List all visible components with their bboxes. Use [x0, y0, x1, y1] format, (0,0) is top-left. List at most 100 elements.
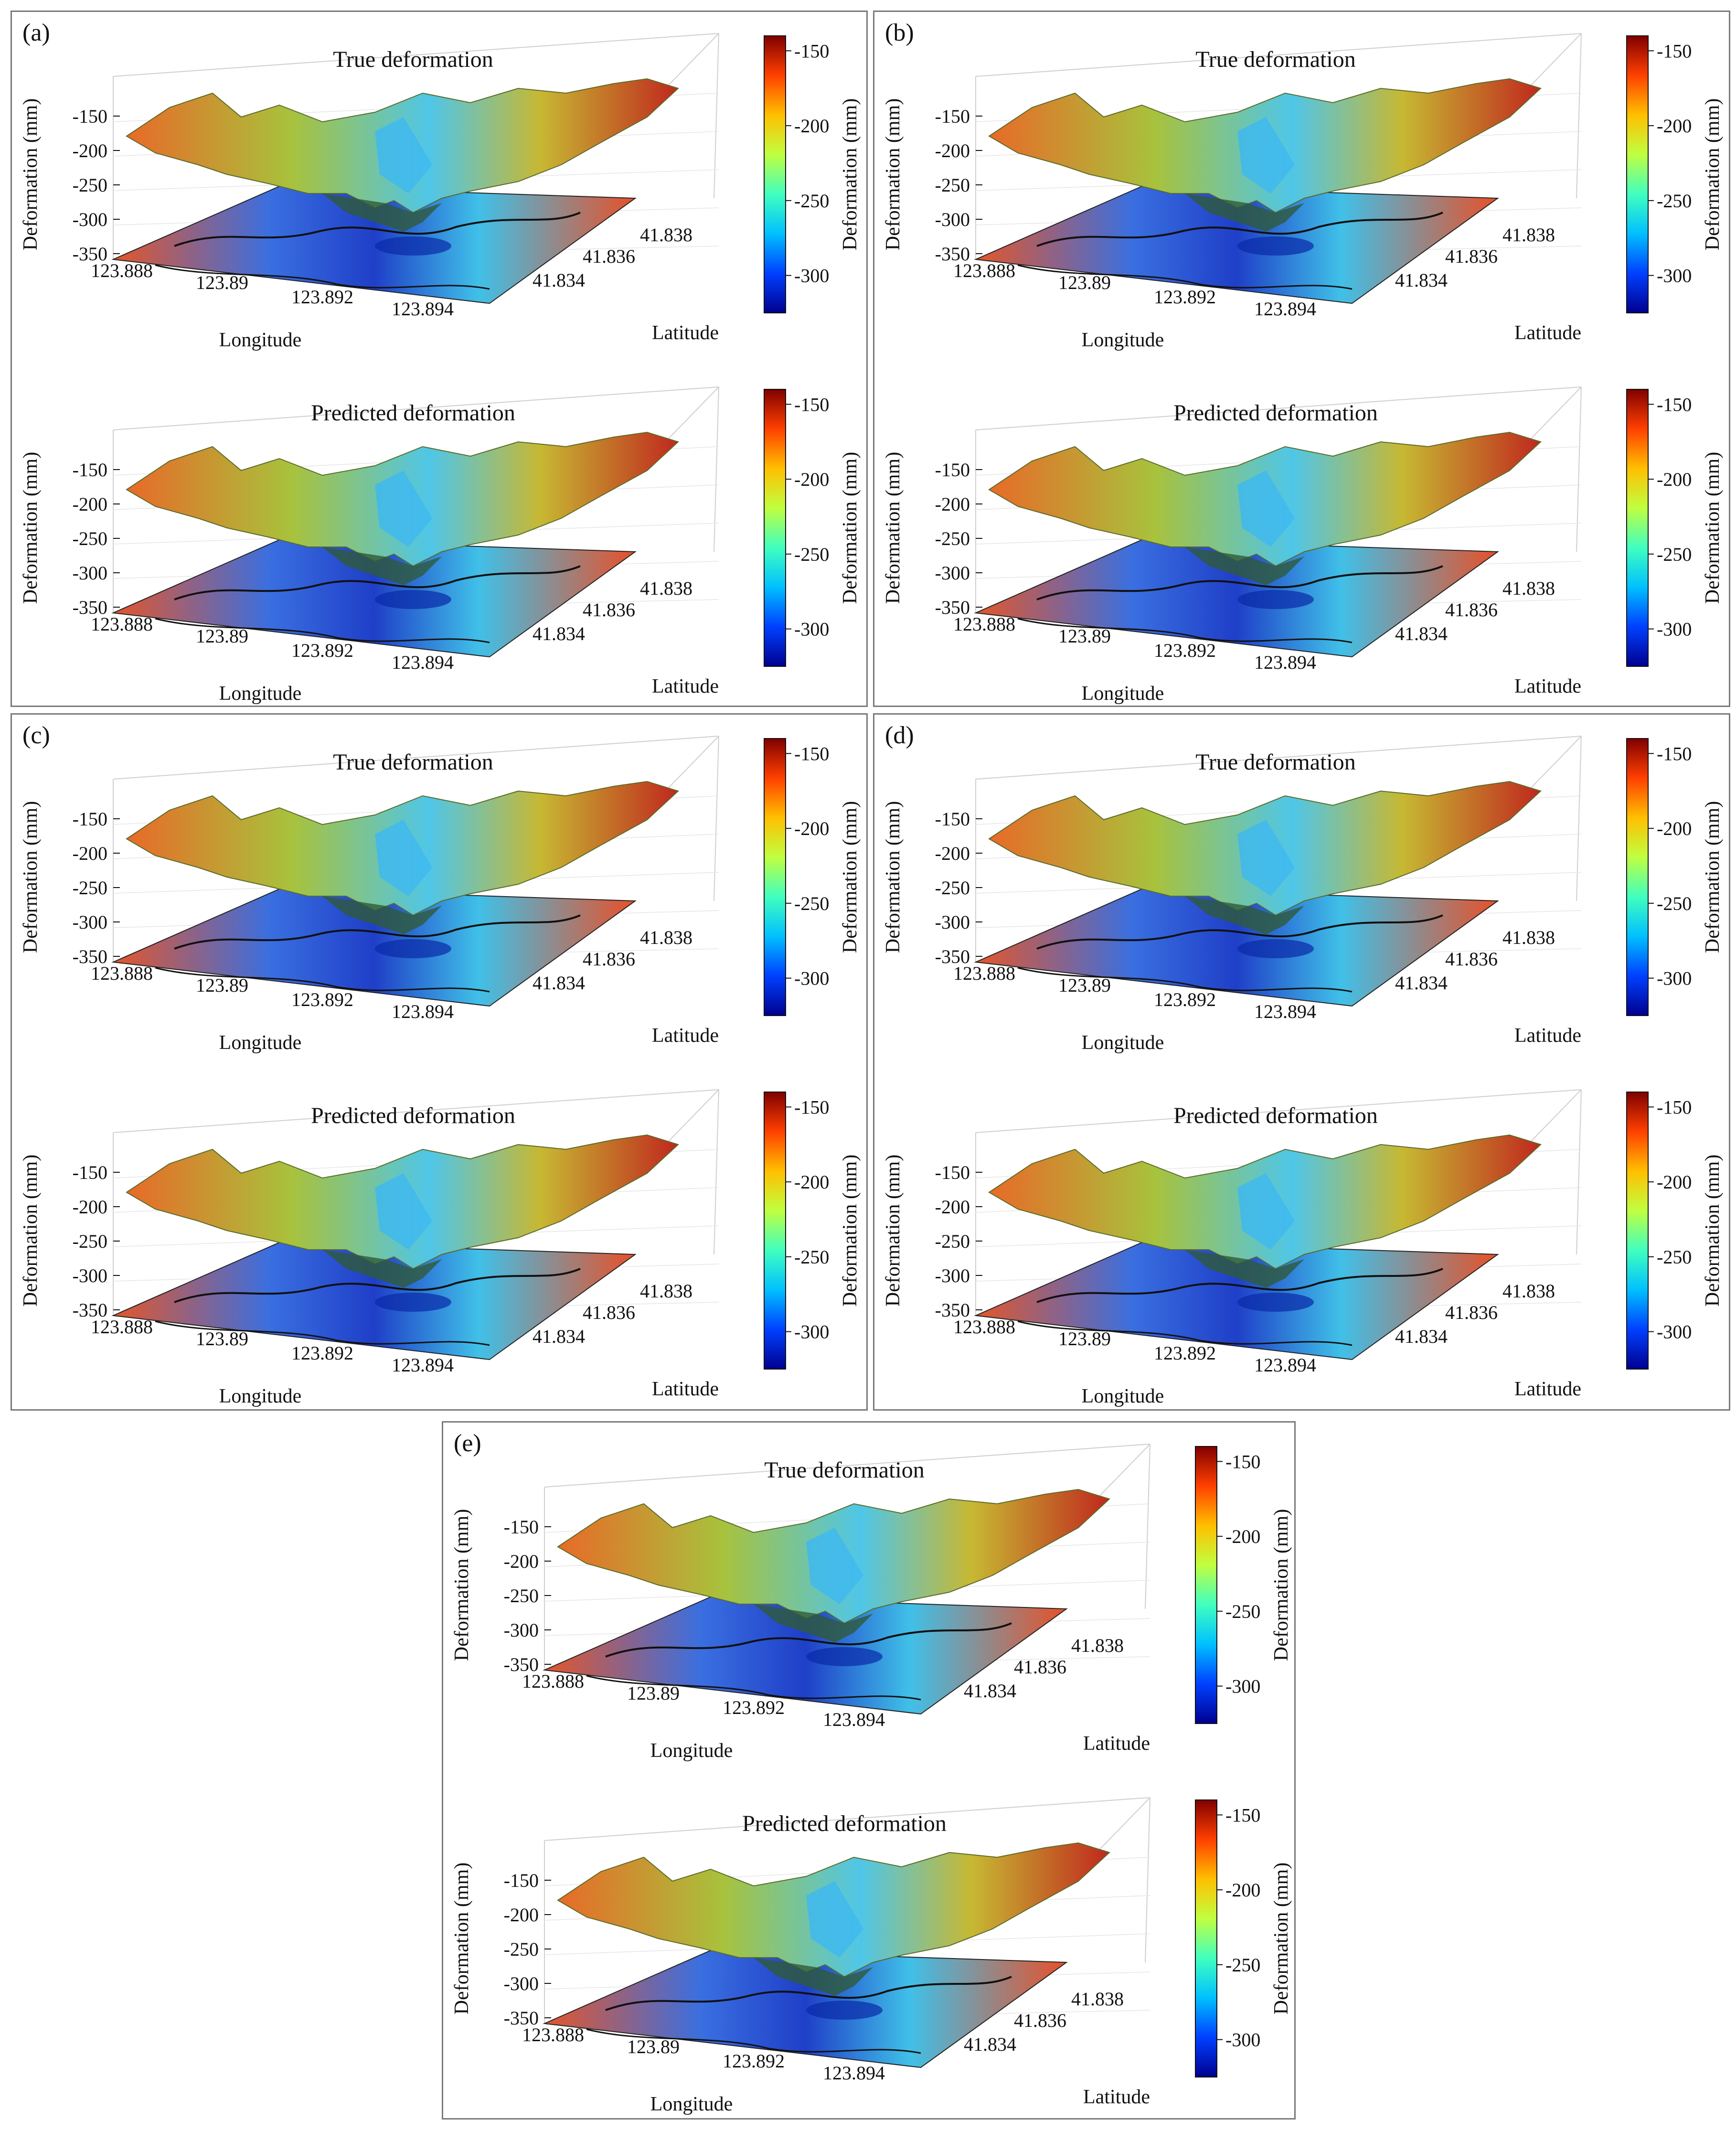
y-tick-label: 41.838 [1502, 224, 1555, 246]
colorbar-label: Deformation (mm) [839, 452, 861, 604]
y-tick-label: 41.836 [583, 948, 635, 970]
colorbar-label: Deformation (mm) [1702, 98, 1724, 250]
axis-box [113, 386, 719, 613]
panel-label: (d) [885, 722, 914, 749]
bottom-title: Predicted deformation [1173, 1103, 1378, 1128]
surface-underside [322, 547, 442, 585]
colorbar-tick-label: -250 [794, 1246, 829, 1268]
z-axis-label: Deformation (mm) [882, 1155, 904, 1306]
contour-minimum [375, 939, 451, 958]
y-axis-label: Latitude [1083, 2086, 1150, 2108]
colorbar-label: Deformation (mm) [1702, 801, 1724, 953]
axis-box [975, 386, 1582, 613]
x-tick-label: 123.888 [522, 2024, 584, 2045]
colorbar-tick-label: -150 [794, 40, 829, 62]
colorbar [764, 738, 786, 1016]
colorbar-tick-label: -200 [794, 469, 829, 490]
top-chart: True deformation -150 -200 -250 -300 -350 Defo… [20, 33, 861, 351]
colorbar-tick-label: -150 [1225, 1804, 1260, 1826]
surface-bowl [375, 820, 432, 896]
z-tick-label: -300 [73, 1265, 107, 1286]
contour-line [155, 264, 490, 290]
z-tick-label: -150 [504, 1516, 539, 1538]
contour-line [174, 212, 581, 247]
x-tick-label: 123.894 [392, 1001, 454, 1022]
z-tick-label: -300 [504, 1619, 539, 1641]
x-tick-label: 123.89 [196, 974, 248, 996]
x-axis-label: Longitude [219, 329, 302, 351]
colorbar-tick-label: -150 [794, 743, 829, 764]
x-tick-label: 123.892 [1154, 286, 1216, 308]
x-axis-label: Longitude [650, 1740, 733, 1762]
contour-line [605, 1622, 1012, 1658]
y-axis-label: Latitude [1514, 1378, 1581, 1400]
colorbar-tick-label: -250 [794, 190, 829, 212]
figure-panel: True deformation -150 -200 -250 -300 -350 Defo… [873, 11, 1730, 707]
y-tick-label: 41.834 [1395, 269, 1448, 291]
z-axis-label: Deformation (mm) [20, 452, 42, 604]
x-tick-label: 123.894 [1254, 652, 1316, 673]
figure-panel: True deformation -150 -200 -250 -300 -350 Defo… [11, 11, 868, 707]
contour-minimum [1237, 236, 1314, 256]
contour-minimum [806, 2001, 883, 2020]
colorbar-label: Deformation (mm) [839, 1155, 861, 1306]
z-tick-label: -300 [935, 911, 970, 933]
panel-charts: True deformation -150 -200 -250 -300 -350 Defo… [882, 736, 1724, 1407]
x-tick-label: 123.892 [1154, 989, 1216, 1010]
y-tick-label: 41.836 [583, 246, 635, 267]
z-tick-label: -300 [73, 209, 107, 230]
bottom-title: Predicted deformation [311, 1103, 515, 1128]
y-tick-label: 41.834 [964, 2034, 1016, 2055]
y-axis-label: Latitude [652, 675, 719, 697]
y-tick-label: 41.836 [583, 599, 635, 621]
z-tick-label: -150 [935, 106, 970, 127]
z-tick-label: -150 [73, 1162, 107, 1183]
z-axis-label: Deformation (mm) [882, 98, 904, 250]
colorbar-tick-label: -300 [1657, 619, 1692, 640]
z-axis-label: Deformation (mm) [451, 1863, 473, 2014]
axis-box [544, 1797, 1150, 2024]
top-title: True deformation [333, 750, 493, 775]
y-tick-label: 41.836 [1014, 1656, 1066, 1678]
top-chart: True deformation -150 -200 -250 -300 -350 Defo… [882, 736, 1724, 1054]
bottom-chart: Predicted deformation -150 -200 -250 -300 -35… [882, 1089, 1724, 1407]
colorbar-tick-label: -250 [1657, 1246, 1692, 1268]
z-tick-label: -250 [935, 877, 970, 899]
y-tick-label: 41.834 [533, 269, 585, 291]
y-tick-label: 41.834 [533, 972, 585, 994]
contour-minimum [1237, 590, 1314, 609]
z-tick-label: -350 [935, 946, 970, 967]
colorbar-label: Deformation (mm) [1270, 1863, 1292, 2014]
colorbar [764, 389, 786, 667]
y-tick-label: 41.836 [1445, 599, 1498, 621]
colorbar-label: Deformation (mm) [1702, 1155, 1724, 1306]
x-axis-label: Longitude [1082, 683, 1164, 705]
surface-underside [754, 1958, 873, 1996]
x-tick-label: 123.892 [723, 2050, 785, 2072]
z-tick-label: -200 [504, 1904, 539, 1926]
z-axis-label: Deformation (mm) [451, 1509, 473, 1661]
z-tick-label: -200 [504, 1551, 539, 1572]
z-tick-label: -300 [935, 562, 970, 584]
x-tick-label: 123.89 [196, 625, 248, 647]
colorbar-tick-label: -200 [794, 1171, 829, 1193]
colorbar-tick-label: -250 [1657, 544, 1692, 565]
colorbar-tick-label: -150 [1657, 1096, 1692, 1118]
contour-line [1017, 1320, 1353, 1346]
x-tick-label: 123.894 [392, 298, 454, 320]
bottom-title: Predicted deformation [742, 1811, 947, 1836]
z-tick-label: -250 [73, 877, 107, 899]
panel-label: (b) [885, 19, 914, 46]
z-tick-label: -350 [73, 1299, 107, 1321]
colorbar [1626, 1092, 1649, 1370]
top-title: True deformation [1195, 47, 1356, 72]
z-tick-label: -150 [935, 459, 970, 481]
colorbar-tick-label: -150 [1657, 40, 1692, 62]
z-tick-label: -300 [504, 1973, 539, 1994]
colorbar-tick-label: -200 [1657, 115, 1692, 137]
colorbar-tick-label: -300 [794, 968, 829, 989]
x-tick-label: 123.89 [627, 1682, 680, 1704]
axis-box [113, 1089, 719, 1316]
x-axis-label: Longitude [219, 1385, 302, 1407]
z-tick-label: -300 [935, 209, 970, 230]
